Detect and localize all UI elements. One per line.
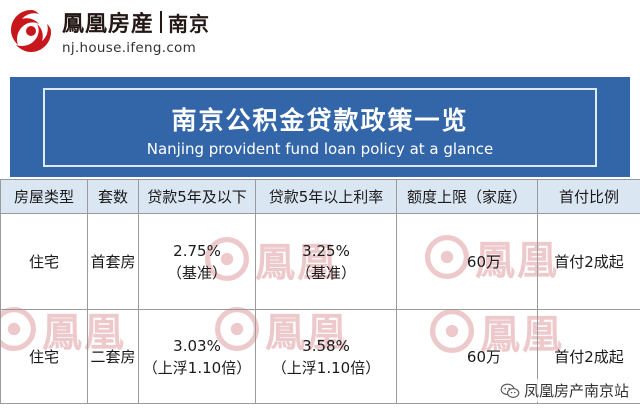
rate-value: 3.03%: [173, 336, 221, 355]
phoenix-logo-icon: [6, 6, 56, 56]
table-header-row: 房屋类型 套数 贷款5年及以下 贷款5年以上利率 额度上限（家庭） 首付比例: [0, 179, 640, 214]
rate-long-cell: 3.58% （上浮1.10倍）: [255, 309, 397, 404]
column-header: 套数: [87, 179, 139, 214]
down-payment-cell: 首付2成起: [537, 213, 640, 310]
rate-value: 3.25%: [302, 241, 350, 260]
rate-short-cell: 2.75% （基准）: [138, 213, 256, 310]
rate-long-cell: 3.25% （基准）: [255, 213, 397, 310]
house-type-cell: 住宅: [0, 213, 88, 310]
policy-table: 房屋类型 套数 贷款5年及以下 贷款5年以上利率 额度上限（家庭） 首付比例 住…: [0, 179, 640, 404]
site-logo[interactable]: 鳳凰房産 南京 nj.house.ifeng.com: [6, 4, 210, 58]
brand-name: 鳳凰房産: [62, 11, 155, 37]
column-header: 首付比例: [537, 179, 640, 214]
column-header: 贷款5年及以下: [138, 179, 256, 214]
rate-note: （基准）: [295, 263, 356, 282]
table-row: 住宅 首套房 2.75% （基准） 3.25% （基准） 60万 首付2成起: [0, 213, 640, 310]
limit-cell: 60万: [396, 213, 538, 310]
rate-value: 2.75%: [173, 241, 221, 260]
page-title: 南京公积金贷款政策一览: [171, 106, 469, 135]
brand-city: 南京: [168, 11, 211, 36]
rate-short-cell: 3.03% （上浮1.10倍）: [138, 309, 256, 404]
count-cell: 首套房: [87, 213, 139, 310]
rate-note: （基准）: [166, 263, 227, 282]
wechat-icon: [500, 383, 520, 398]
count-cell: 二套房: [87, 309, 139, 404]
column-header: 额度上限（家庭）: [396, 179, 538, 214]
house-type-cell: 住宅: [0, 309, 88, 404]
page-subtitle: Nanjing provident fund loan policy at a …: [146, 140, 494, 158]
column-header: 房屋类型: [0, 179, 88, 214]
brand-divider: [160, 11, 163, 33]
title-banner: 南京公积金贷款政策一览 Nanjing provident fund loan …: [10, 77, 630, 177]
column-header: 贷款5年以上利率: [255, 179, 397, 214]
credit-text: 凤凰房产南京站: [523, 382, 629, 400]
rate-note: （上浮1.10倍）: [271, 358, 381, 377]
site-url[interactable]: nj.house.ifeng.com: [62, 40, 197, 56]
rate-note: （上浮1.10倍）: [142, 358, 252, 377]
table-row: 住宅 二套房 3.03% （上浮1.10倍） 3.58% （上浮1.10倍） 6…: [0, 309, 640, 404]
title-frame: 南京公积金贷款政策一览 Nanjing provident fund loan …: [43, 88, 597, 167]
policy-table-container: 房屋类型 套数 贷款5年及以下 贷款5年以上利率 额度上限（家庭） 首付比例 住…: [0, 179, 640, 404]
source-credit: 凤凰房产南京站: [496, 379, 632, 402]
rate-value: 3.58%: [302, 336, 350, 355]
